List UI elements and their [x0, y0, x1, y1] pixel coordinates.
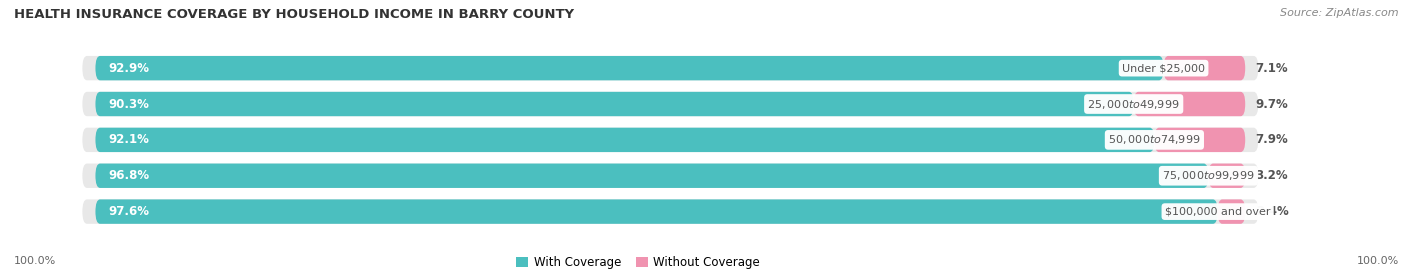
Text: 9.7%: 9.7% [1256, 98, 1288, 111]
Text: 7.9%: 7.9% [1256, 133, 1288, 146]
FancyBboxPatch shape [83, 128, 1258, 152]
Text: 7.1%: 7.1% [1256, 62, 1288, 75]
FancyBboxPatch shape [96, 92, 1133, 116]
FancyBboxPatch shape [83, 56, 1258, 80]
FancyBboxPatch shape [1218, 199, 1246, 224]
Text: 92.9%: 92.9% [108, 62, 149, 75]
Text: 2.4%: 2.4% [1256, 205, 1288, 218]
Text: HEALTH INSURANCE COVERAGE BY HOUSEHOLD INCOME IN BARRY COUNTY: HEALTH INSURANCE COVERAGE BY HOUSEHOLD I… [14, 8, 574, 21]
Text: $25,000 to $49,999: $25,000 to $49,999 [1087, 98, 1180, 111]
Text: Under $25,000: Under $25,000 [1122, 63, 1205, 73]
Text: 100.0%: 100.0% [1357, 256, 1399, 266]
Text: $100,000 and over: $100,000 and over [1166, 207, 1271, 217]
FancyBboxPatch shape [1208, 164, 1246, 188]
FancyBboxPatch shape [96, 164, 1208, 188]
Text: 90.3%: 90.3% [108, 98, 149, 111]
FancyBboxPatch shape [96, 56, 1164, 80]
Text: 100.0%: 100.0% [14, 256, 56, 266]
Text: $75,000 to $99,999: $75,000 to $99,999 [1163, 169, 1254, 182]
FancyBboxPatch shape [1133, 92, 1246, 116]
Text: $50,000 to $74,999: $50,000 to $74,999 [1108, 133, 1201, 146]
FancyBboxPatch shape [1164, 56, 1246, 80]
Text: 3.2%: 3.2% [1256, 169, 1288, 182]
FancyBboxPatch shape [83, 164, 1258, 188]
Text: 92.1%: 92.1% [108, 133, 149, 146]
FancyBboxPatch shape [96, 128, 1154, 152]
Text: Source: ZipAtlas.com: Source: ZipAtlas.com [1281, 8, 1399, 18]
Text: 96.8%: 96.8% [108, 169, 149, 182]
Legend: With Coverage, Without Coverage: With Coverage, Without Coverage [512, 251, 765, 269]
Text: 97.6%: 97.6% [108, 205, 149, 218]
FancyBboxPatch shape [83, 92, 1258, 116]
FancyBboxPatch shape [96, 199, 1218, 224]
FancyBboxPatch shape [83, 199, 1258, 224]
FancyBboxPatch shape [1154, 128, 1246, 152]
